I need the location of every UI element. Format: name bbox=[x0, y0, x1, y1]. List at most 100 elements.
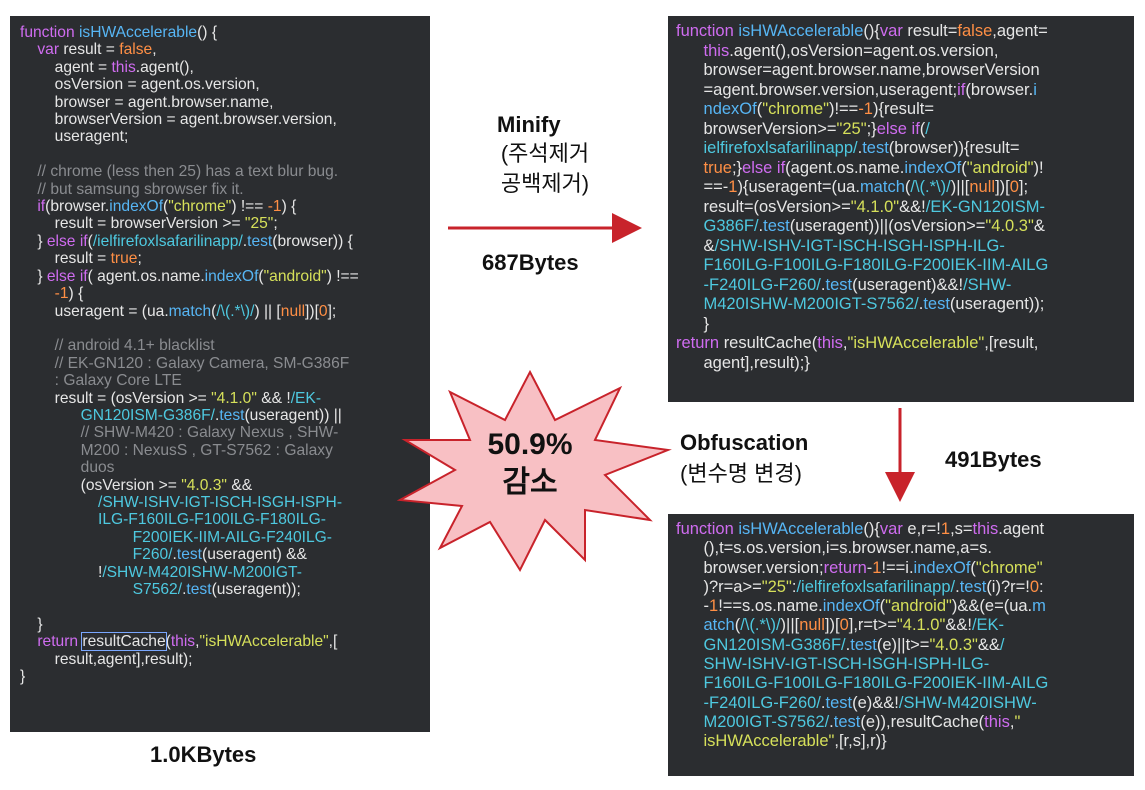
code-token: ]; bbox=[327, 302, 337, 320]
code-line: useragent = (ua.match(/\(.*\)/) || [null… bbox=[20, 303, 420, 320]
code-token: indexOf bbox=[913, 558, 971, 577]
code-token: 1 bbox=[728, 178, 738, 196]
code-token: M420ISHW-M200IGT-S7562/ bbox=[676, 295, 919, 313]
code-token: F160ILG-F100ILG-F180ILG-F200IEK-IIM-AILG bbox=[676, 256, 1049, 274]
code-line: =agent.browser.version,useragent;if(brow… bbox=[676, 81, 1126, 101]
code-token: (e)),resultCache( bbox=[860, 712, 985, 731]
minify-note-1: (주석제거 bbox=[500, 141, 590, 166]
code-token: 0 bbox=[318, 302, 328, 320]
code-token: && bbox=[226, 476, 253, 494]
code-line: -F240ILG-F260/.test(e)&&!/SHW-M420ISHW- bbox=[676, 694, 1126, 713]
code-token: 0 bbox=[1029, 577, 1040, 596]
code-token: (){ bbox=[863, 22, 880, 40]
code-token: this bbox=[111, 58, 136, 76]
obfuscation-title: Obfuscation bbox=[680, 430, 809, 455]
code-line: // android 4.1+ blacklist bbox=[20, 337, 420, 354]
code-token: ( bbox=[961, 158, 967, 177]
code-token: // but samsung sbrowser fix it. bbox=[20, 180, 244, 198]
code-token: " bbox=[1014, 712, 1021, 731]
code-token: /SHW-ISHV-IGT-ISCH-ISGH-ISPH- bbox=[20, 493, 343, 511]
code-token: F200IEK-IIM-AILG-F240ILG- bbox=[20, 528, 332, 546]
code-token: function bbox=[676, 520, 739, 538]
code-token: ( bbox=[87, 232, 93, 250]
code-token: ( agent.os.name. bbox=[87, 267, 205, 285]
code-token: ){result= bbox=[872, 100, 934, 118]
code-token: null bbox=[280, 302, 306, 320]
code-line: // chrome (less then 25) has a text blur… bbox=[20, 163, 420, 180]
code-token: &&! bbox=[945, 616, 972, 635]
code-token: , bbox=[152, 41, 157, 59]
code-token: . bbox=[820, 275, 826, 294]
code-token: indexOf bbox=[904, 158, 962, 177]
code-token: null bbox=[969, 178, 996, 196]
reduction-word: 감소 bbox=[502, 466, 558, 499]
code-line: SHW-ISHV-IGT-ISCH-ISGH-ISPH-ILG- bbox=[676, 655, 1126, 674]
code-token: (useragent)) || bbox=[244, 406, 342, 424]
code-token: // android 4.1+ blacklist bbox=[20, 337, 215, 355]
code-line: ILG-F160ILG-F100ILG-F180ILG- bbox=[20, 511, 420, 528]
code-line: G386F/.test(useragent))||(osVersion>="4.… bbox=[676, 217, 1126, 237]
code-token: var bbox=[37, 41, 60, 59]
reduction-percent: 50.9% bbox=[487, 428, 573, 461]
code-line: ==-1){useragent=(ua.match(/\(.*\)/)||[nu… bbox=[676, 178, 1126, 198]
code-line: ndexOf("chrome")!==-1){result= bbox=[676, 100, 1126, 120]
code-token: ( bbox=[919, 119, 926, 138]
code-token: "chrome" bbox=[762, 100, 829, 118]
code-token: && bbox=[977, 635, 1000, 654]
code-line: } else if(/ielfirefoxlsafarilinapp/.test… bbox=[20, 233, 420, 250]
code-token: duos bbox=[20, 459, 115, 477]
code-token: true bbox=[676, 158, 732, 177]
code-token: /EK-GN120ISM- bbox=[925, 197, 1045, 216]
code-token: browserVersion>= bbox=[676, 119, 837, 138]
code-token: ) || [ bbox=[254, 302, 281, 320]
code-line: function isHWAccelerable(){var result=fa… bbox=[676, 22, 1126, 42]
code-token: false bbox=[119, 41, 153, 59]
code-token: test bbox=[833, 712, 861, 731]
code-token: this bbox=[170, 633, 196, 651]
minify-size: 687Bytes bbox=[482, 250, 579, 275]
code-token: indexOf bbox=[822, 597, 880, 616]
code-token: (),t=s.os.version,i=s.browser.name,a=s. bbox=[676, 539, 992, 558]
code-token: (useragent))||(osVersion>= bbox=[789, 217, 986, 235]
code-line: } bbox=[20, 616, 420, 633]
code-token: var bbox=[879, 520, 903, 538]
code-token: "isHWAccelerable" bbox=[847, 334, 985, 352]
code-token: result = (osVersion >= bbox=[20, 389, 212, 407]
code-token: )! bbox=[1033, 158, 1044, 177]
code-token: resultCache( bbox=[723, 334, 818, 352]
code-token: "25" bbox=[836, 119, 867, 138]
code-line: result = true; bbox=[20, 250, 420, 267]
code-token: // EK-GN120 : Galaxy Camera, SM-G386F bbox=[20, 354, 350, 372]
code-token: &&! bbox=[899, 197, 926, 216]
code-token: && ! bbox=[256, 389, 291, 407]
code-token: GN120ISM-G386F/ bbox=[20, 406, 215, 424]
code-token: null bbox=[799, 616, 825, 635]
code-token: ],r=t>= bbox=[848, 616, 897, 635]
code-line: agent],result);} bbox=[676, 354, 1126, 374]
code-line: browser=agent.browser.name,browserVersio… bbox=[676, 61, 1126, 81]
code-line: result,agent],result); bbox=[20, 651, 420, 668]
minify-title: Minify bbox=[497, 112, 561, 137]
code-token: browserVersion = agent.browser.version, bbox=[20, 111, 337, 129]
code-line: (),t=s.os.version,i=s.browser.name,a=s. bbox=[676, 539, 1126, 558]
code-token: . bbox=[758, 217, 764, 235]
code-token: ( bbox=[879, 597, 886, 616]
code-token: (browser)){result= bbox=[888, 139, 1020, 157]
code-line: return resultCache(this,"isHWAccelerable… bbox=[676, 334, 1126, 354]
code-token: ])[ bbox=[995, 178, 1010, 196]
code-token: )||[ bbox=[950, 178, 970, 196]
code-line: : Galaxy Core LTE bbox=[20, 372, 420, 389]
code-token: ( bbox=[163, 198, 169, 216]
code-token: } bbox=[20, 267, 47, 285]
code-token: /\(.*\)/ bbox=[910, 178, 951, 196]
code-token: result = browserVersion >= bbox=[20, 215, 245, 233]
code-token: "chrome" bbox=[168, 198, 232, 216]
code-token: -F240ILG-F260/ bbox=[676, 275, 821, 294]
code-line: return resultCache(this,"isHWAccelerable… bbox=[20, 632, 420, 652]
code-token: } bbox=[20, 615, 43, 633]
code-token: !==s.os.name. bbox=[718, 597, 823, 616]
code-token: .agent(),osVersion=agent.os.version, bbox=[729, 41, 999, 60]
code-token: /SHW-M420ISHW-M200IGT- bbox=[102, 563, 302, 581]
code-token: browser=agent.browser.name,browserVersio… bbox=[676, 61, 1040, 79]
